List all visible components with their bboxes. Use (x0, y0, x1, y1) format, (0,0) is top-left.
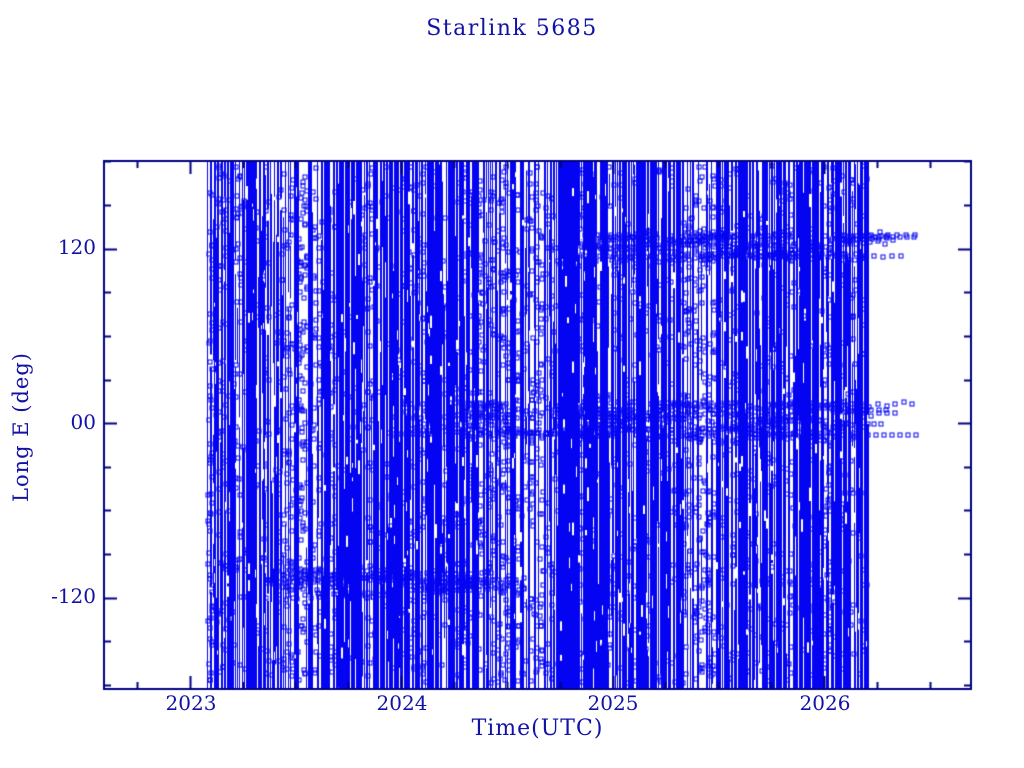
y-tick-label-neg120: -120 (51, 584, 96, 608)
chart-title: Starlink 5685 (426, 16, 598, 41)
x-tick-label-2023: 2023 (165, 691, 217, 715)
x-tick-label-2026: 2026 (799, 691, 851, 715)
x-axis-label: Time(UTC) (471, 716, 604, 741)
y-tick-label-00: 00 (70, 410, 96, 434)
y-tick-label-120: 120 (57, 235, 96, 259)
x-tick-label-2025: 2025 (587, 691, 639, 715)
x-tick-label-2024: 2024 (376, 691, 428, 715)
